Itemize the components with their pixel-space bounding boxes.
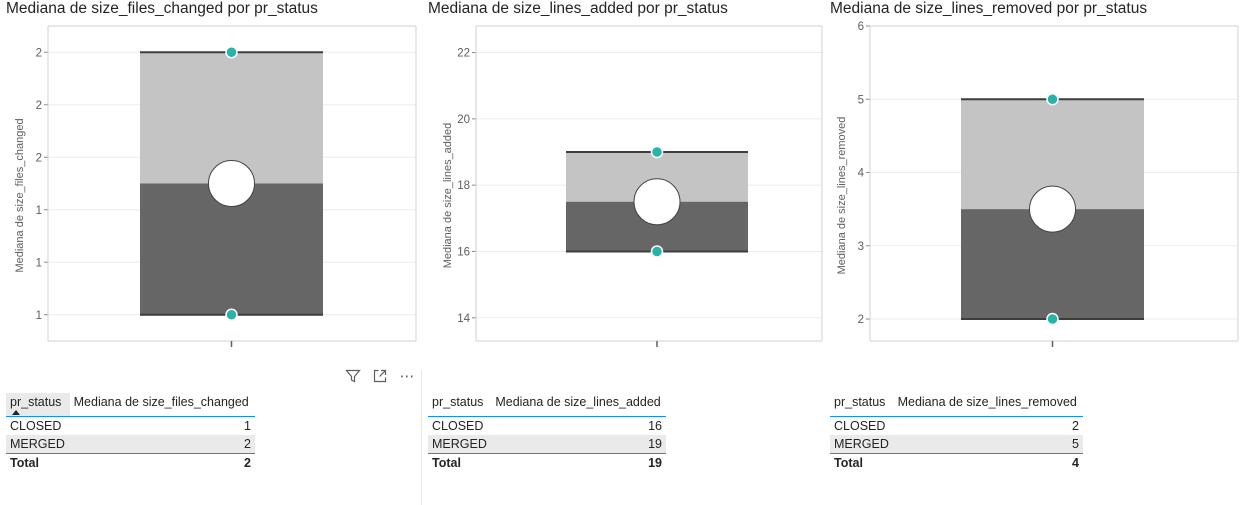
- y-tick-label: 1: [36, 257, 42, 269]
- status-cell: MERGED: [830, 435, 894, 454]
- column-header-pr-status[interactable]: pr_status: [428, 393, 492, 417]
- more-options-icon[interactable]: ⋯: [399, 368, 415, 385]
- table-row: MERGED 5: [830, 435, 1083, 454]
- status-cell: CLOSED: [10, 419, 62, 433]
- chart-panel-lines-removed: Mediana de size_lines_removed por pr_sta…: [824, 0, 1241, 505]
- filter-icon[interactable]: [343, 366, 363, 386]
- total-label: Total: [428, 453, 492, 472]
- table-row: MERGED 2: [6, 435, 255, 454]
- value-cell: 5: [893, 435, 1083, 454]
- y-tick-label: 16: [457, 246, 470, 258]
- box-chart[interactable]: 2 3 4 5 6 Mediana de size_lines_removed: [824, 0, 1241, 360]
- total-row: Total 19: [428, 453, 666, 472]
- y-tick-label: 20: [457, 114, 470, 126]
- median-marker[interactable]: [1029, 185, 1076, 233]
- median-marker[interactable]: [208, 160, 255, 207]
- y-tick-label: 6: [858, 21, 864, 33]
- column-header-median[interactable]: Mediana de size_files_changed: [69, 393, 255, 417]
- column-header-median[interactable]: Mediana de size_lines_removed: [893, 393, 1083, 417]
- value-cell: 16: [648, 419, 662, 433]
- data-point-merged[interactable]: [1046, 93, 1059, 106]
- y-tick-label: 14: [457, 313, 470, 325]
- summary-table: pr_status Mediana de size_files_changed …: [6, 393, 255, 472]
- data-point-closed[interactable]: [225, 308, 238, 321]
- chart-title: Mediana de size_lines_removed por pr_sta…: [830, 0, 1148, 17]
- total-value: 4: [893, 453, 1083, 472]
- y-tick-label: 4: [858, 168, 865, 180]
- total-label: Total: [6, 453, 70, 472]
- value-cell: 2: [1072, 419, 1079, 433]
- y-tick-label: 3: [858, 241, 864, 253]
- total-value: 2: [69, 453, 255, 472]
- column-header-median[interactable]: Mediana de size_lines_added: [491, 393, 666, 417]
- y-tick-label: 2: [36, 47, 42, 59]
- chart-title: Mediana de size_files_changed por pr_sta…: [6, 0, 318, 17]
- y-tick-label: 1: [36, 205, 42, 217]
- summary-table: pr_status Mediana de size_lines_removed …: [830, 393, 1083, 472]
- total-label: Total: [830, 453, 894, 472]
- value-cell: 19: [491, 435, 666, 454]
- y-tick-label: 1: [36, 310, 42, 322]
- table-row: CLOSED 16: [428, 417, 666, 436]
- status-cell: MERGED: [428, 435, 492, 454]
- column-header-pr-status[interactable]: pr_status: [830, 393, 894, 417]
- total-row: Total 4: [830, 453, 1083, 472]
- data-point-merged[interactable]: [225, 46, 238, 59]
- y-tick-label: 2: [36, 152, 42, 164]
- chart-panel-lines-added: Mediana de size_lines_added por pr_statu…: [422, 0, 824, 505]
- status-cell: CLOSED: [432, 419, 484, 433]
- table-row: CLOSED 2: [830, 417, 1083, 436]
- status-cell: CLOSED: [834, 419, 886, 433]
- box-chart[interactable]: 1 1 1 2 2 2 Mediana de size_files_changed: [0, 0, 420, 360]
- y-axis-title: Mediana de size_lines_removed: [836, 117, 848, 275]
- chart-title: Mediana de size_lines_added por pr_statu…: [428, 0, 728, 17]
- box-chart[interactable]: 14 16 18 20 22 Mediana de size_lines_added: [422, 0, 824, 360]
- total-value: 19: [491, 453, 666, 472]
- table-row: CLOSED 1: [6, 417, 255, 436]
- y-tick-label: 18: [457, 180, 470, 192]
- y-tick-label: 2: [36, 100, 42, 112]
- status-cell: MERGED: [6, 435, 70, 454]
- visual-header-toolbar: ⋯: [343, 366, 419, 386]
- value-cell: 1: [244, 419, 251, 433]
- value-cell: 2: [69, 435, 255, 454]
- column-header-pr-status[interactable]: pr_status: [6, 393, 70, 417]
- total-row: Total 2: [6, 453, 255, 472]
- summary-table: pr_status Mediana de size_lines_added CL…: [428, 393, 666, 472]
- y-tick-label: 2: [858, 314, 864, 326]
- chart-panel-files-changed: Mediana de size_files_changed por pr_sta…: [0, 0, 420, 505]
- y-axis-title: Mediana de size_lines_added: [442, 123, 454, 269]
- data-point-closed[interactable]: [650, 245, 664, 258]
- y-tick-label: 5: [858, 94, 864, 106]
- focus-mode-icon[interactable]: [370, 366, 390, 386]
- data-point-merged[interactable]: [650, 145, 664, 159]
- sort-ascending-icon: [12, 410, 20, 415]
- y-tick-label: 22: [457, 48, 470, 60]
- table-row: MERGED 19: [428, 435, 666, 454]
- panel-divider: [421, 370, 422, 505]
- data-point-closed[interactable]: [1046, 312, 1059, 326]
- median-marker[interactable]: [633, 178, 681, 226]
- y-axis-title: Mediana de size_files_changed: [14, 118, 26, 272]
